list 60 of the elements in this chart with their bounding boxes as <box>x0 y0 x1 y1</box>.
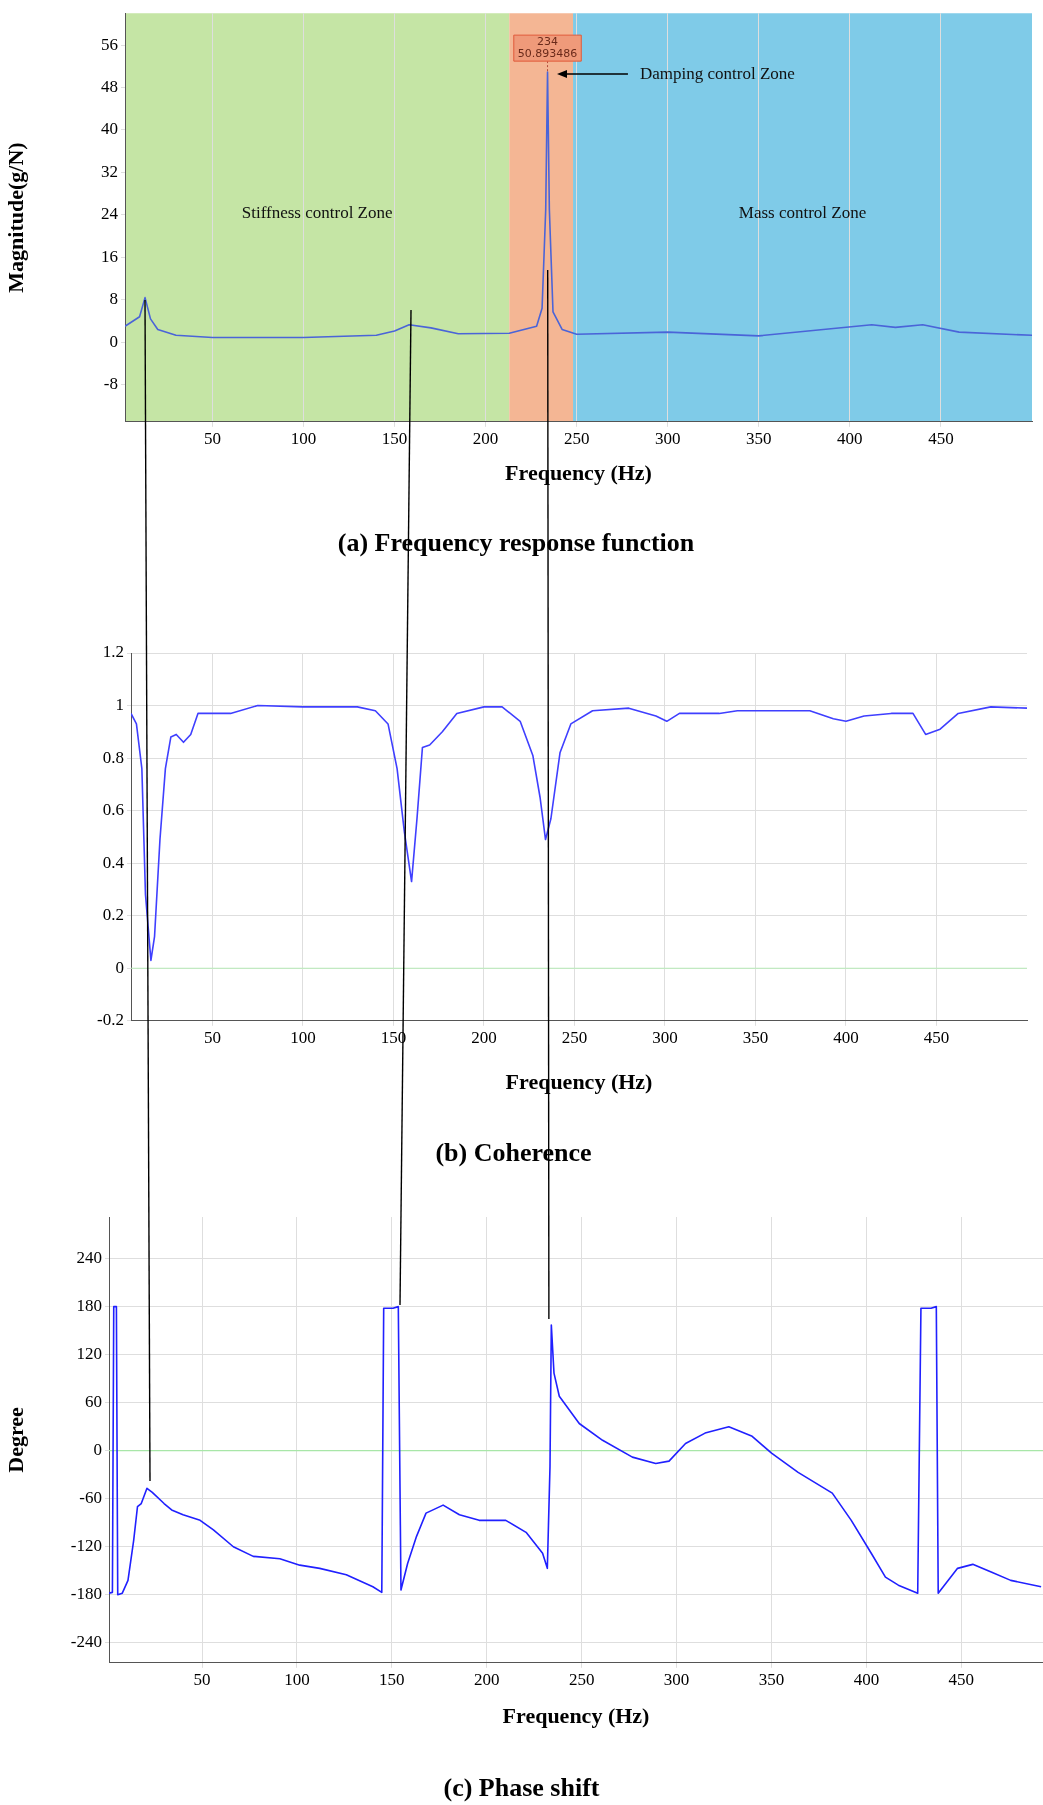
y-tick-label: 120 <box>76 1344 102 1364</box>
x-tick-label: 150 <box>381 429 408 449</box>
x-tick-label: 400 <box>853 1670 880 1690</box>
x-tick-label: 50 <box>203 1028 221 1048</box>
y-tick-label: 8 <box>109 289 118 309</box>
y-tick-label: 24 <box>101 204 119 224</box>
y-tick-label: 0.2 <box>102 905 124 925</box>
x-tick-label: 100 <box>290 1028 316 1048</box>
y-tick-label: 1 <box>115 695 124 715</box>
x-tick-label: 300 <box>652 1028 678 1048</box>
x-tick-label: 450 <box>948 1670 975 1690</box>
y-tick-label: -240 <box>70 1632 102 1652</box>
y-tick-label: 0 <box>109 331 118 351</box>
y-tick-label: 40 <box>101 119 118 139</box>
x-tick-label: 250 <box>561 1028 588 1048</box>
x-axis-title: Frequency (Hz) <box>502 1703 650 1729</box>
y-tick-label: 16 <box>101 246 118 266</box>
band-label: Mass control Zone <box>738 202 867 222</box>
x-tick-label: 400 <box>837 429 863 449</box>
y-axis-title: Magnitude(g/N) <box>2 142 28 293</box>
y-tick-label: 1.2 <box>102 642 124 662</box>
y-tick-label: 240 <box>76 1248 102 1268</box>
x-tick-label: 450 <box>923 1028 950 1048</box>
y-axis-title: Degree <box>2 1406 28 1473</box>
x-tick-label: 300 <box>663 1670 690 1690</box>
y-tick-label: -180 <box>70 1584 102 1604</box>
y-tick-label: 0 <box>93 1440 102 1460</box>
x-tick-label: 350 <box>746 429 772 449</box>
x-tick-label: 200 <box>474 1670 500 1690</box>
y-tick-label: 180 <box>76 1296 102 1316</box>
x-tick-label: 350 <box>758 1670 785 1690</box>
y-tick-label: 56 <box>101 34 118 54</box>
band-label: Stiffness control Zone <box>241 202 393 222</box>
y-tick-label: 0.6 <box>102 800 124 820</box>
y-tick-label: 0.4 <box>102 852 125 872</box>
x-tick-label: 100 <box>284 1670 310 1690</box>
y-tick-label: -0.2 <box>97 1010 124 1030</box>
y-tick-label: -60 <box>79 1488 102 1508</box>
x-tick-label: 200 <box>471 1028 497 1048</box>
x-tick-label: 250 <box>563 429 590 449</box>
x-tick-label: 450 <box>928 429 954 449</box>
x-tick-label: 350 <box>742 1028 769 1048</box>
y-tick-label: 48 <box>101 76 118 96</box>
x-tick-label: 300 <box>654 429 681 449</box>
annotation: 234 50.893486 <box>517 35 578 60</box>
y-tick-label: -120 <box>70 1536 102 1556</box>
text: (c) Phase shift <box>443 1773 600 1803</box>
x-tick-label: 150 <box>379 1670 405 1690</box>
x-tick-label: 50 <box>193 1670 211 1690</box>
y-tick-label: 60 <box>85 1392 102 1412</box>
y-tick-label: 0.8 <box>102 747 124 767</box>
x-tick-label: 100 <box>290 429 317 449</box>
x-tick-label: 400 <box>833 1028 859 1048</box>
x-tick-label: 200 <box>472 429 499 449</box>
x-tick-label: 250 <box>568 1670 595 1690</box>
x-tick-label: 50 <box>203 429 221 449</box>
y-tick-label: 0 <box>115 957 124 977</box>
y-tick-label: 32 <box>101 161 118 181</box>
band-label: Damping control Zone <box>640 63 795 83</box>
y-tick-label: -8 <box>103 374 118 394</box>
